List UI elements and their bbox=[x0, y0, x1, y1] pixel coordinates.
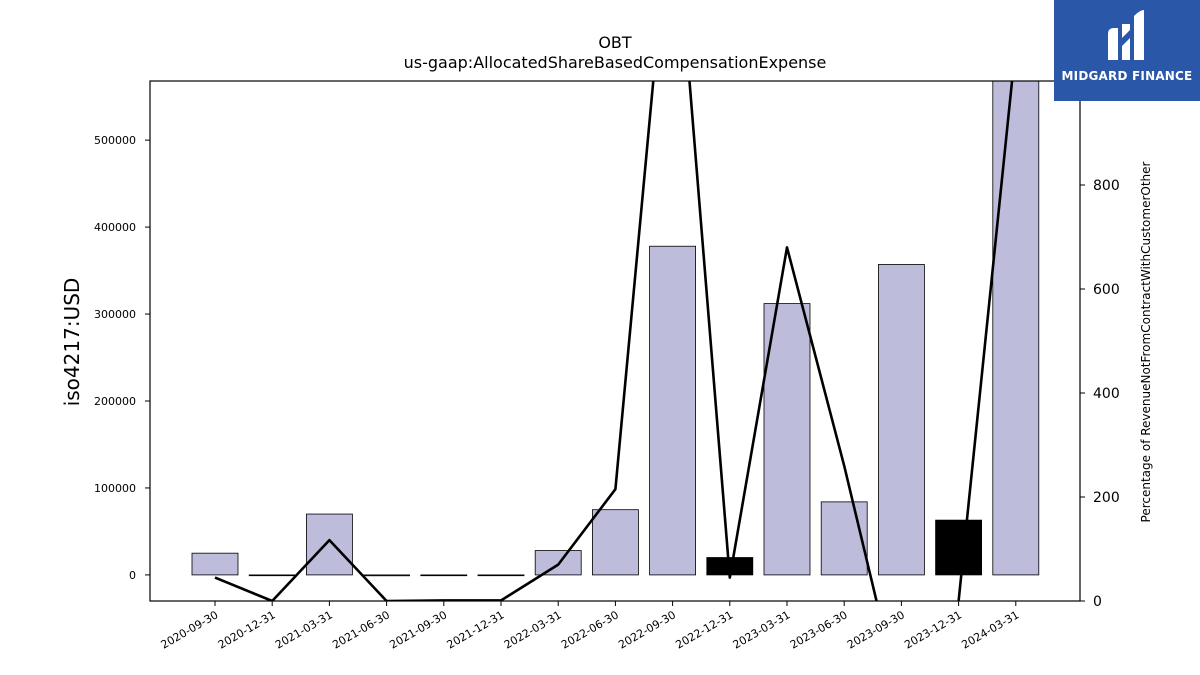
y-tick-label: 200000 bbox=[94, 395, 136, 408]
bar bbox=[878, 264, 925, 576]
x-tick-label: 2022-06-30 bbox=[559, 608, 621, 651]
series-line bbox=[214, 81, 1014, 601]
bar bbox=[305, 513, 353, 576]
y2-tick-label: 200 bbox=[1093, 490, 1120, 506]
logo-mark-icon bbox=[1108, 10, 1144, 60]
x-tick-label: 2023-09-30 bbox=[845, 608, 907, 651]
x-tick-label: 2021-12-31 bbox=[445, 608, 507, 651]
x-tick-label: 2023-03-31 bbox=[731, 608, 793, 651]
bar bbox=[820, 501, 868, 576]
y2-axis-label: Percentage of RevenueNotFromContractWith… bbox=[1139, 161, 1153, 522]
midgard-finance-logo: MIDGARD FINANCE bbox=[1054, 0, 1200, 101]
x-tick-label: 2022-12-31 bbox=[673, 608, 735, 651]
x-tick-label: 2023-12-31 bbox=[902, 608, 964, 651]
bar bbox=[592, 509, 639, 576]
x-tick-label: 2023-06-30 bbox=[788, 608, 850, 651]
bar bbox=[935, 519, 982, 576]
bar bbox=[992, 81, 1040, 576]
chart-title: OBT bbox=[598, 33, 632, 52]
line-series bbox=[214, 81, 1014, 601]
y-tick-label: 400000 bbox=[94, 221, 136, 234]
y-tick-label: 100000 bbox=[94, 482, 136, 495]
x-tick-label: 2024-03-31 bbox=[959, 608, 1021, 651]
bar-series bbox=[191, 81, 1040, 577]
y2-tick-label: 0 bbox=[1093, 594, 1102, 610]
y2-tick-label: 400 bbox=[1093, 386, 1120, 402]
x-tick-label: 2022-09-30 bbox=[616, 608, 678, 651]
y-tick-label: 300000 bbox=[94, 308, 136, 321]
x-tick-label: 2022-03-31 bbox=[502, 608, 564, 651]
y-tick-label: 0 bbox=[129, 569, 136, 582]
bar bbox=[248, 574, 296, 577]
bar bbox=[420, 574, 468, 577]
x-tick-label: 2021-06-30 bbox=[330, 608, 392, 651]
bar bbox=[649, 245, 696, 576]
x-tick-label: 2021-03-31 bbox=[273, 608, 335, 651]
logo-text: MIDGARD FINANCE bbox=[1061, 69, 1193, 83]
x-tick-label: 2021-09-30 bbox=[387, 608, 449, 651]
bar bbox=[363, 574, 411, 577]
bar bbox=[477, 574, 525, 577]
bar bbox=[763, 303, 811, 576]
y2-tick-label: 800 bbox=[1093, 178, 1120, 194]
x-tick-label: 2020-09-30 bbox=[159, 608, 221, 651]
y-axis-label: iso4217:USD bbox=[60, 278, 84, 407]
x-tick-label: 2020-12-31 bbox=[216, 608, 278, 651]
y2-tick-label: 600 bbox=[1093, 282, 1120, 298]
bar bbox=[191, 552, 239, 576]
chart-subtitle: us-gaap:AllocatedShareBasedCompensationE… bbox=[404, 53, 827, 72]
y-tick-label: 500000 bbox=[94, 134, 136, 147]
